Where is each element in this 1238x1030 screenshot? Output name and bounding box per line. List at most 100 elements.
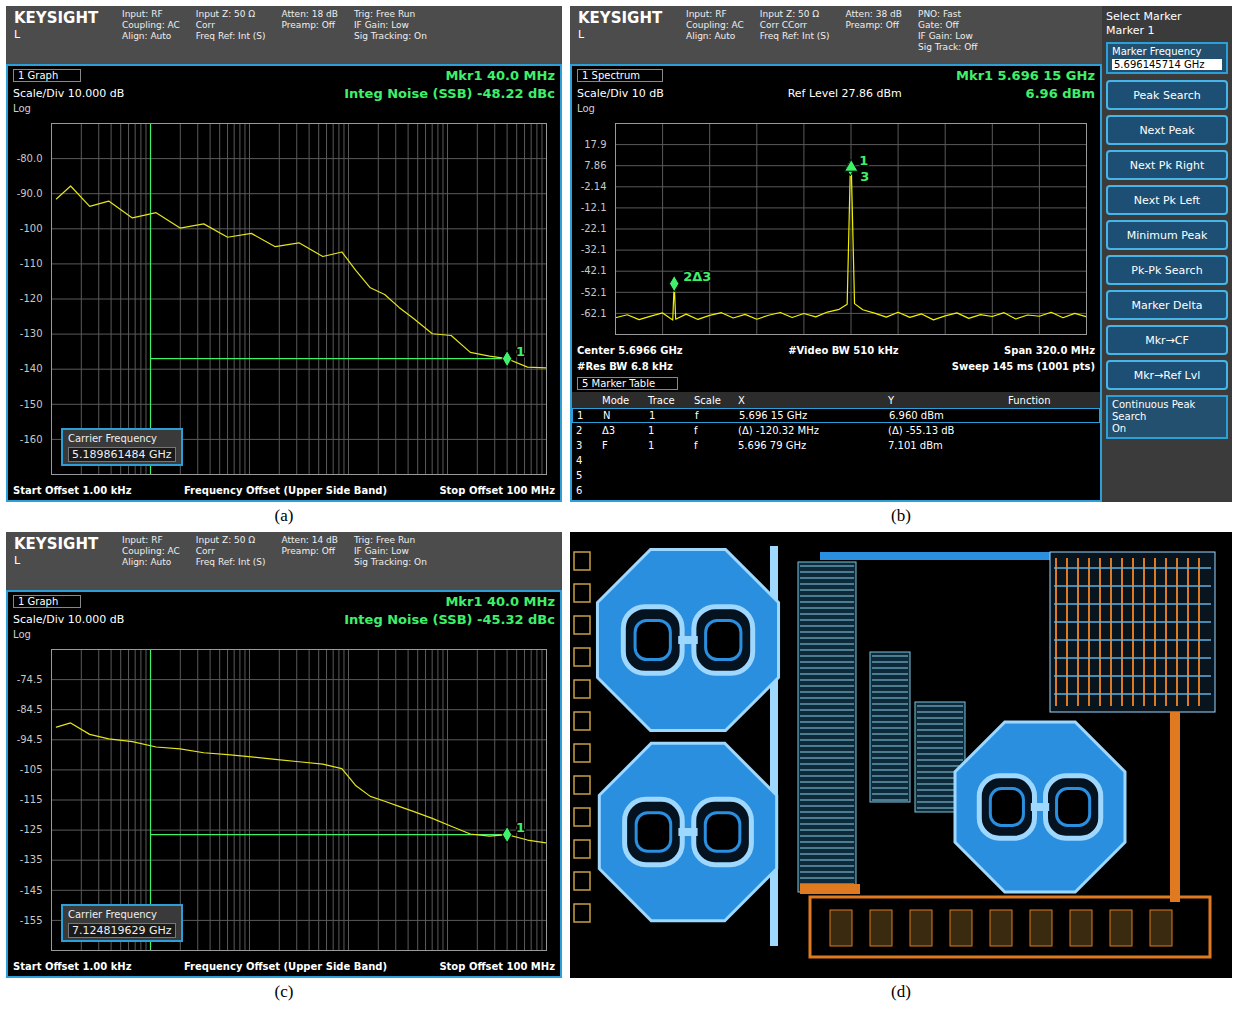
html-text:7.124819629 GHz: 7.124819629 GHz <box>72 924 172 937</box>
svg-text:-160: -160 <box>20 434 43 445</box>
html-text:1 Graph: 1 Graph <box>18 595 59 607</box>
html-text:Log: Log <box>13 102 31 114</box>
html-text:5.696 15 GHz: 5.696 15 GHz <box>739 410 808 421</box>
html-text:Trace: Trace <box>648 394 675 406</box>
html-text:#Res BW 6.8 kHz: #Res BW 6.8 kHz <box>577 360 673 372</box>
html-text:5 Marker Table: 5 Marker Table <box>582 377 656 389</box>
html-text:KEYSIGHT: KEYSIGHT <box>578 9 663 27</box>
html-text:Stop Offset 100 MHz: Stop Offset 100 MHz <box>439 484 555 496</box>
html-text:Ref Level 27.86 dBm: Ref Level 27.86 dBm <box>787 86 902 100</box>
html-text:Align: Auto: Align: Auto <box>122 31 172 41</box>
html-text:Coupling: AC: Coupling: AC <box>122 20 180 30</box>
svg-text:-125: -125 <box>20 824 43 835</box>
svg-text:-52.1: -52.1 <box>581 287 607 298</box>
svg-text:-80.0: -80.0 <box>17 153 43 164</box>
svg-text:-135: -135 <box>20 854 43 865</box>
svg-text:-145: -145 <box>20 885 43 896</box>
html-text:5.696 79 GHz: 5.696 79 GHz <box>738 440 807 451</box>
html-text:Next Pk Right: Next Pk Right <box>1129 158 1205 172</box>
html-text:Scale/Div 10.000 dB: Scale/Div 10.000 dB <box>13 86 125 100</box>
html-text:Mkr1 40.0 MHz: Mkr1 40.0 MHz <box>445 593 555 609</box>
svg-text:17.9: 17.9 <box>584 139 606 150</box>
html-text:(Δ) -55.13 dB: (Δ) -55.13 dB <box>888 425 955 436</box>
html-text:Sweep 145 ms (1001 pts): Sweep 145 ms (1001 pts) <box>951 360 1095 372</box>
svg-text:-150: -150 <box>20 399 43 410</box>
html-text:Stop Offset 100 MHz: Stop Offset 100 MHz <box>439 960 555 972</box>
svg-text:-94.5: -94.5 <box>17 734 43 745</box>
html-text:Log: Log <box>13 628 31 640</box>
html-text:Start Offset 1.00 kHz: Start Offset 1.00 kHz <box>13 960 132 972</box>
html-text:Minimum Peak: Minimum Peak <box>1126 228 1208 242</box>
html-text:Span 320.0 MHz: Span 320.0 MHz <box>1004 344 1095 356</box>
html-text:Mkr→Ref Lvl: Mkr→Ref Lvl <box>1133 368 1201 382</box>
html-text:Function: Function <box>1008 394 1051 406</box>
svg-text:-100: -100 <box>20 223 43 234</box>
html-text:(Δ) -120.32 MHz: (Δ) -120.32 MHz <box>738 425 819 436</box>
html-text:KEYSIGHT: KEYSIGHT <box>14 9 99 27</box>
html-text:1 Spectrum: 1 Spectrum <box>582 69 640 81</box>
html-text:Marker Frequency: Marker Frequency <box>1112 46 1202 57</box>
html-text:(c): (c) <box>274 982 294 1001</box>
html-text:(b): (b) <box>891 506 911 525</box>
html-text:Next Pk Left: Next Pk Left <box>1133 193 1201 207</box>
svg-text:2Δ3: 2Δ3 <box>683 269 711 284</box>
html-text:Mkr1 5.696 15 GHz: Mkr1 5.696 15 GHz <box>956 67 1095 83</box>
html-text:Peak Search: Peak Search <box>1133 88 1201 102</box>
html-text:Mkr→CF: Mkr→CF <box>1145 333 1189 347</box>
html-text:6.96 dBm: 6.96 dBm <box>1025 85 1095 101</box>
html-text:Carrier Frequency: Carrier Frequency <box>68 433 157 444</box>
svg-text:1: 1 <box>516 344 525 359</box>
svg-text:-32.1: -32.1 <box>581 244 607 255</box>
svg-text:1: 1 <box>859 153 868 168</box>
html-text:Select Marker: Select Marker <box>1106 10 1182 23</box>
html-text:Scale: Scale <box>694 394 721 406</box>
html-text:KEYSIGHT: KEYSIGHT <box>14 535 99 553</box>
html-text:5.696145714 GHz: 5.696145714 GHz <box>1114 59 1205 70</box>
html-text:#Video BW 510 kHz: #Video BW 510 kHz <box>788 344 899 356</box>
html-text:On: On <box>1112 423 1127 434</box>
html-text:Scale/Div 10.000 dB: Scale/Div 10.000 dB <box>13 612 125 626</box>
svg-text:7.86: 7.86 <box>584 160 606 171</box>
html-text:Marker Delta: Marker Delta <box>1131 298 1203 312</box>
html-text:Log: Log <box>577 102 595 114</box>
svg-text:-12.1: -12.1 <box>581 202 607 213</box>
html-text:Frequency Offset (Upper Side B: Frequency Offset (Upper Side Band) <box>183 960 387 972</box>
html-text:1 Graph: 1 Graph <box>18 69 59 81</box>
html-text:Frequency Offset (Upper Side B: Frequency Offset (Upper Side Band) <box>183 484 387 496</box>
svg-text:-90.0: -90.0 <box>17 188 43 199</box>
html-text:Integ Noise (SSB) -48.22 dBc: Integ Noise (SSB) -48.22 dBc <box>344 85 555 101</box>
svg-text:-74.5: -74.5 <box>17 674 43 685</box>
html-text:5.189861484 GHz: 5.189861484 GHz <box>72 448 172 461</box>
html-text:(d): (d) <box>891 982 911 1001</box>
svg-text:3: 3 <box>860 169 869 184</box>
html-text:Center 5.6966 GHz: Center 5.6966 GHz <box>577 344 683 356</box>
svg-text:-140: -140 <box>20 363 43 374</box>
svg-text:-155: -155 <box>20 915 43 926</box>
svg-text:1: 1 <box>516 820 525 835</box>
svg-text:-105: -105 <box>20 764 43 775</box>
html-text:Mkr1 40.0 MHz: Mkr1 40.0 MHz <box>445 67 555 83</box>
svg-text:-2.14: -2.14 <box>581 181 607 192</box>
html-text:6.960 dBm: 6.960 dBm <box>889 410 944 421</box>
svg-text:-110: -110 <box>20 258 43 269</box>
html-text:Next Peak: Next Peak <box>1139 123 1195 137</box>
html-text:Start Offset 1.00 kHz: Start Offset 1.00 kHz <box>13 484 132 496</box>
html-text:Continuous Peak Search: Continuous Peak Search <box>1112 399 1196 422</box>
html-text:Scale/Div 10 dB: Scale/Div 10 dB <box>577 86 664 100</box>
html-text:Mode: Mode <box>602 394 630 406</box>
html-text:Marker 1: Marker 1 <box>1106 24 1155 37</box>
html-text:Integ Noise (SSB) -45.32 dBc: Integ Noise (SSB) -45.32 dBc <box>344 611 555 627</box>
html-text:Carrier Frequency: Carrier Frequency <box>68 909 157 920</box>
html-text:Pk-Pk Search: Pk-Pk Search <box>1131 263 1203 277</box>
svg-text:-84.5: -84.5 <box>17 704 43 715</box>
svg-text:-130: -130 <box>20 328 43 339</box>
svg-text:-22.1: -22.1 <box>581 223 607 234</box>
html-text:Δ3: Δ3 <box>602 425 616 436</box>
svg-text:-42.1: -42.1 <box>581 265 607 276</box>
svg-text:-120: -120 <box>20 293 43 304</box>
html-text:7.101 dBm: 7.101 dBm <box>888 440 943 451</box>
svg-text:-115: -115 <box>20 794 43 805</box>
html-text:(a): (a) <box>274 506 294 525</box>
svg-text:-62.1: -62.1 <box>581 308 607 319</box>
html-text:Input: RF: Input: RF <box>122 9 163 19</box>
